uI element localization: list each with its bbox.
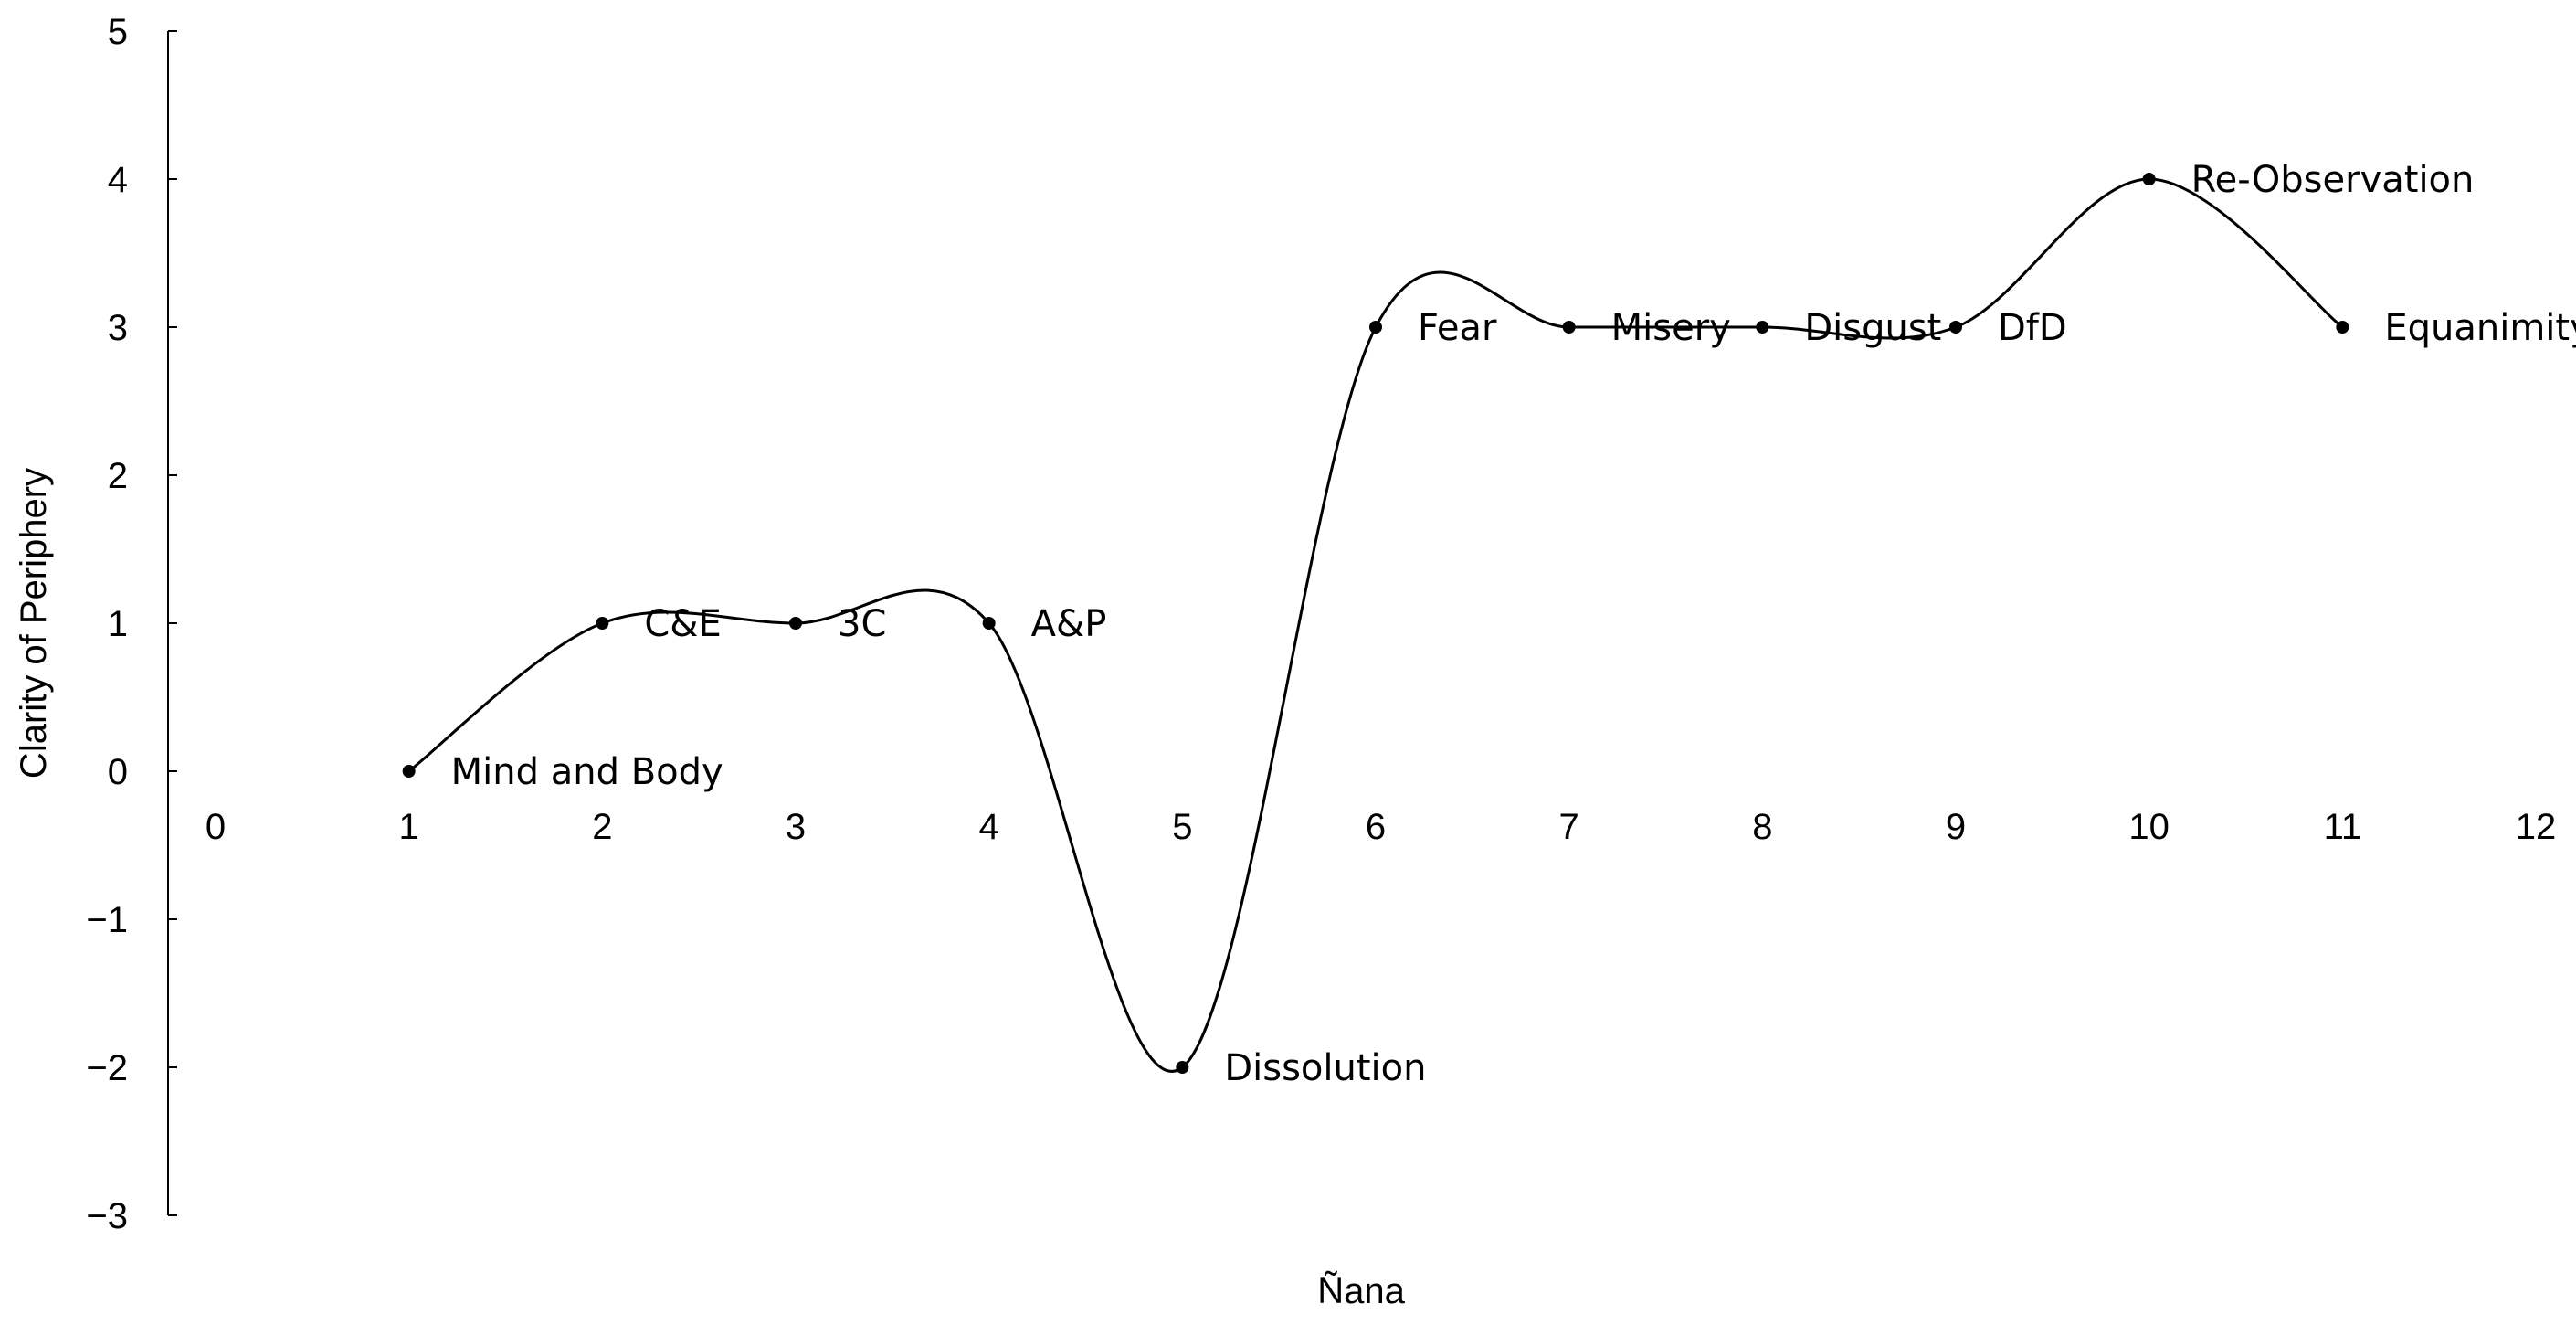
- data-label: Fear: [1418, 307, 1497, 349]
- y-tick-label: 5: [108, 12, 128, 52]
- y-tick-label: 3: [108, 308, 128, 348]
- data-point: [789, 617, 802, 630]
- data-label: C&E: [644, 603, 721, 645]
- data-point: [596, 617, 609, 630]
- x-axis-label: Ñana: [1317, 1270, 1405, 1311]
- data-label: Misery: [1611, 307, 1731, 349]
- x-axis-ticks: 0 1 2 3 4 5 6 7 8 9 10 11 12: [206, 807, 2556, 847]
- x-tick-label: 4: [979, 807, 999, 847]
- data-label: Dissolution: [1224, 1047, 1426, 1089]
- x-tick-label: 0: [206, 807, 226, 847]
- data-point: [982, 617, 996, 630]
- data-label: Equanimity: [2384, 307, 2576, 349]
- data-point: [1756, 321, 1769, 334]
- y-tick-label: 4: [108, 160, 128, 200]
- data-label: A&P: [1031, 603, 1107, 645]
- x-tick-label: 7: [1559, 807, 1579, 847]
- y-tick-label: −2: [86, 1048, 128, 1088]
- x-tick-label: 2: [592, 807, 612, 847]
- x-tick-label: 1: [399, 807, 419, 847]
- data-point: [1176, 1061, 1189, 1074]
- data-label: Mind and Body: [451, 751, 723, 793]
- data-point: [1369, 321, 1382, 334]
- y-axis-label: Clarity of Periphery: [14, 468, 54, 779]
- data-label: DfD: [1998, 307, 2067, 349]
- data-point: [1562, 321, 1576, 334]
- data-point: [2142, 173, 2156, 186]
- data-point: [402, 765, 416, 778]
- data-point: [1949, 321, 1962, 334]
- data-points: [402, 173, 2349, 1074]
- data-label: Disgust: [1804, 307, 1941, 349]
- x-tick-label: 6: [1366, 807, 1386, 847]
- x-tick-label: 3: [786, 807, 806, 847]
- y-tick-label: 2: [108, 456, 128, 496]
- data-label: 3C: [838, 603, 886, 645]
- data-labels: Mind and Body C&E 3C A&P Dissolution Fear Mise…: [451, 159, 2576, 1089]
- y-tick-label: 1: [108, 604, 128, 644]
- x-tick-label: 11: [2324, 807, 2362, 847]
- y-tick-label: −3: [86, 1196, 128, 1236]
- data-point: [2336, 321, 2349, 334]
- y-tick-label: 0: [108, 752, 128, 792]
- x-tick-label: 12: [2516, 807, 2557, 847]
- y-tick-label: −1: [86, 900, 128, 940]
- data-label: Re-Observation: [2191, 159, 2475, 201]
- x-tick-label: 10: [2128, 807, 2170, 847]
- x-tick-label: 9: [1946, 807, 1966, 847]
- y-axis-ticks: −3 −2 −1 0 1 2 3 4 5: [86, 12, 177, 1236]
- x-tick-label: 8: [1752, 807, 1772, 847]
- x-tick-label: 5: [1172, 807, 1192, 847]
